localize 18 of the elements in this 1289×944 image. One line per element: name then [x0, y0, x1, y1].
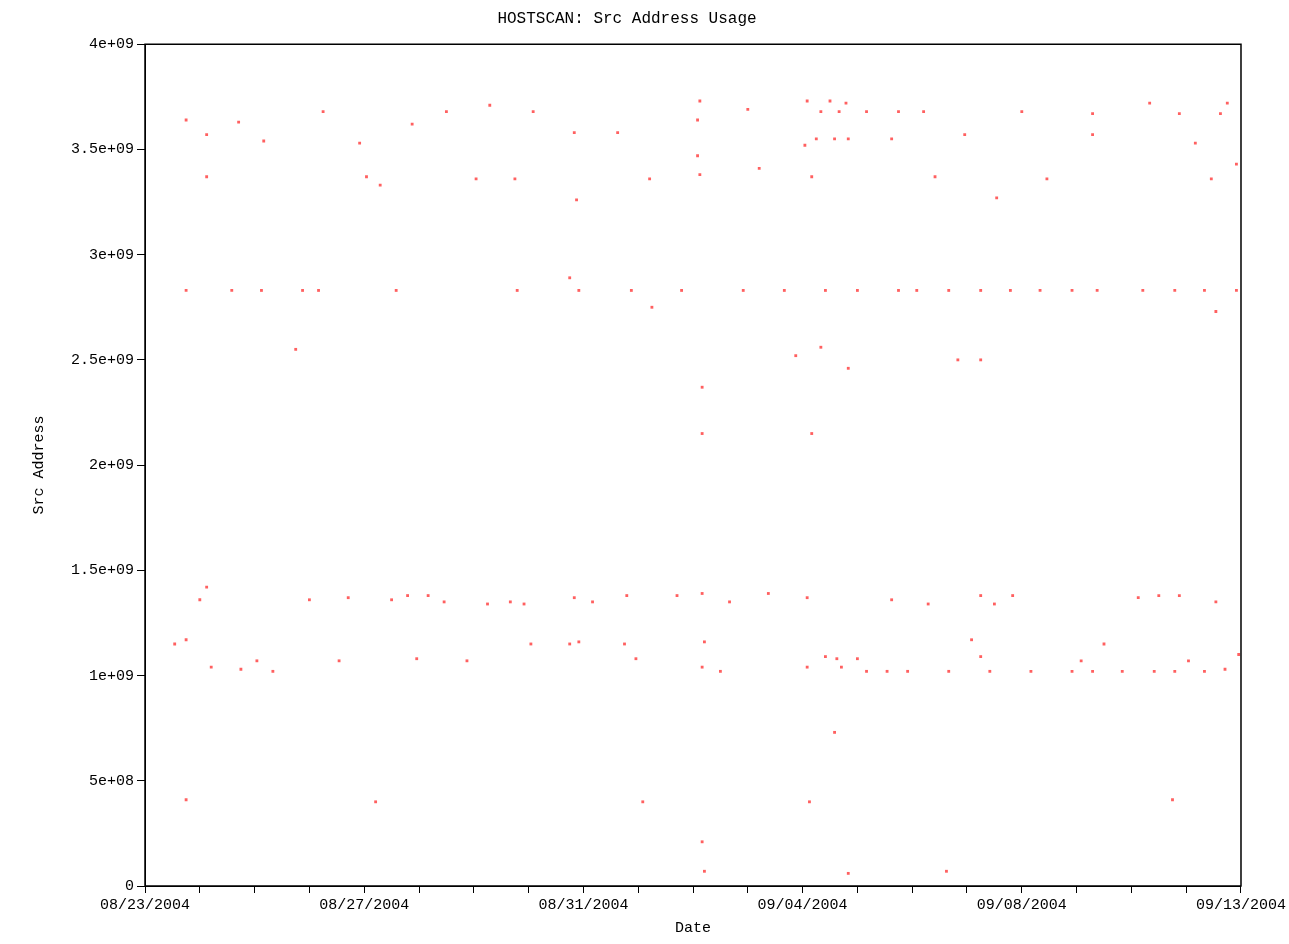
chart-title: HOSTSCAN: Src Address Usage — [497, 9, 757, 28]
x-tick-label: 08/23/2004 — [100, 896, 191, 914]
x-tick-label: 08/27/2004 — [319, 896, 410, 914]
x-tick-label: 08/31/2004 — [538, 896, 629, 914]
y-tick-label: 5e+08 — [88, 772, 135, 790]
y-tick-label: 2.5e+09 — [70, 351, 135, 369]
y-tick-label: 4e+09 — [88, 36, 135, 54]
y-tick-label: 0 — [124, 877, 135, 895]
y-tick-label: 2e+09 — [88, 457, 135, 475]
x-tick-label: 09/13/2004 — [1195, 896, 1286, 914]
y-tick-label: 1.5e+09 — [70, 562, 135, 580]
x-tick-label: 09/04/2004 — [757, 896, 848, 914]
y-tick-label: 3e+09 — [88, 246, 135, 264]
y-tick-label: 3.5e+09 — [70, 141, 135, 159]
x-axis-title: Date — [674, 919, 712, 937]
y-axis-title: Src Address — [30, 415, 48, 515]
x-tick-label: 09/08/2004 — [976, 896, 1067, 914]
y-tick-label: 1e+09 — [88, 667, 135, 685]
